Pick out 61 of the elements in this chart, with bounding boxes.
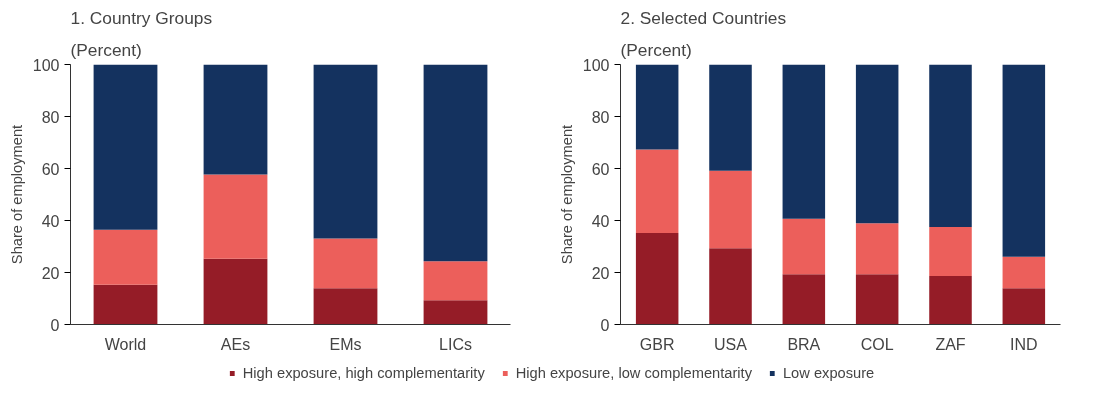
bar <box>423 64 488 262</box>
x-tick-label: LICs <box>439 335 472 353</box>
bar <box>423 261 488 301</box>
bar <box>929 275 972 325</box>
bar <box>635 64 679 150</box>
bar <box>93 284 158 325</box>
x-tick-label: COL <box>860 335 894 353</box>
chart-subtitle: (Percent) <box>70 39 142 60</box>
bar <box>1002 288 1046 325</box>
x-tick-label: USA <box>714 335 748 353</box>
legend-label: High exposure, low complementarity <box>515 365 752 381</box>
x-tick-label: EMs <box>329 335 362 353</box>
bar <box>635 149 679 233</box>
y-tick-label: 20 <box>41 264 60 282</box>
x-tick-label: World <box>104 335 147 353</box>
chart-title: 1. Country Groups <box>70 7 213 28</box>
bar <box>782 274 826 325</box>
bar <box>782 218 826 275</box>
bar <box>929 64 972 227</box>
bar <box>709 64 752 171</box>
bar <box>203 174 268 259</box>
bar <box>782 64 826 219</box>
bar <box>313 238 378 289</box>
y-tick-label: 80 <box>591 108 610 126</box>
bar <box>423 300 488 325</box>
bar <box>635 232 679 325</box>
y-tick-label: 40 <box>41 212 60 230</box>
legend-label: High exposure, high complementarity <box>242 365 485 381</box>
bar <box>709 248 752 325</box>
bar <box>313 64 378 239</box>
bar <box>855 64 899 224</box>
chart-subtitle: (Percent) <box>620 39 692 60</box>
x-tick-label: GBR <box>639 335 675 353</box>
y-tick-label: 0 <box>50 316 60 334</box>
y-axis-title: Share of employment <box>558 124 575 265</box>
bar <box>1002 256 1046 289</box>
bar <box>1002 64 1046 257</box>
legend-label: Low exposure <box>782 365 875 381</box>
bar <box>93 64 158 230</box>
bar <box>313 288 378 325</box>
x-tick-label: BRA <box>787 335 821 353</box>
y-tick-label: 100 <box>582 56 610 74</box>
y-tick-label: 80 <box>41 108 60 126</box>
x-tick-label: ZAF <box>935 335 966 353</box>
x-tick-label: AEs <box>220 335 251 353</box>
bar <box>855 223 899 275</box>
bar <box>93 229 158 285</box>
y-axis-title: Share of employment <box>8 124 25 265</box>
chart-title: 2. Selected Countries <box>620 7 787 28</box>
x-tick-label: IND <box>1010 335 1038 353</box>
y-tick-label: 0 <box>600 316 610 334</box>
y-tick-label: 100 <box>32 56 60 74</box>
y-tick-label: 60 <box>591 160 610 178</box>
y-tick-label: 40 <box>591 212 610 230</box>
bar <box>203 64 268 175</box>
y-tick-label: 20 <box>591 264 610 282</box>
bar <box>855 274 899 325</box>
bar <box>203 258 268 325</box>
bar <box>709 170 752 249</box>
y-tick-label: 60 <box>41 160 60 178</box>
bar <box>929 227 972 276</box>
